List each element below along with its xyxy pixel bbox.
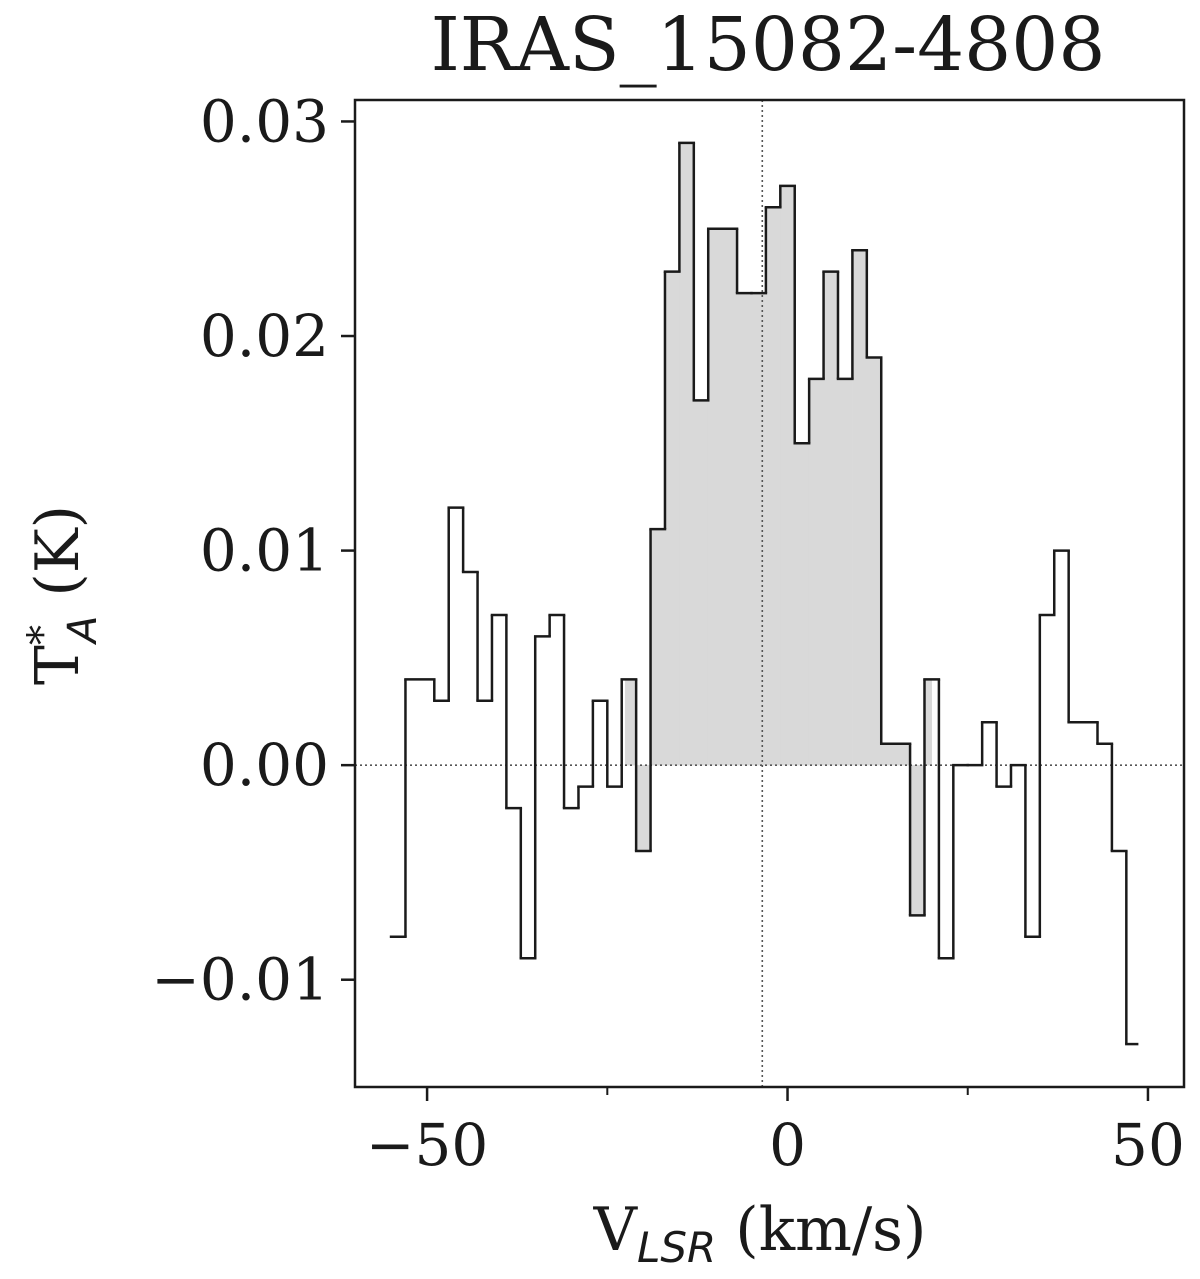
- shaded-bin: [794, 443, 810, 766]
- y-axis-label-sub: A: [60, 616, 106, 646]
- shaded-bin: [895, 743, 911, 766]
- y-axis-label-sup: *: [20, 625, 66, 645]
- x-axis-ticks: −50 0 50: [366, 1087, 1185, 1179]
- x-tick-label: 50: [1111, 1111, 1185, 1179]
- x-axis-label-main: V: [593, 1195, 639, 1265]
- shaded-bin: [625, 679, 637, 766]
- shaded-bin: [837, 378, 853, 766]
- reference-lines-group: [355, 100, 1184, 1087]
- y-axis-label-unit: (K): [23, 505, 93, 616]
- chart-title: IRAS_15082-4808: [431, 2, 1106, 88]
- x-axis-label-unit: (km/s): [716, 1195, 926, 1265]
- shaded-bin: [664, 271, 680, 766]
- shaded-bin: [852, 249, 868, 766]
- x-axis-label-sub: LSR: [637, 1223, 716, 1272]
- shaded-bin: [765, 207, 781, 766]
- shaded-bin: [722, 228, 738, 766]
- shaded-bin: [866, 357, 882, 766]
- shaded-bin: [780, 185, 795, 766]
- shaded-bin: [880, 743, 896, 766]
- plot-frame: [353, 98, 1186, 1089]
- y-axis-label: T*A (K): [20, 505, 106, 685]
- shaded-bin: [635, 764, 651, 852]
- shaded-bin: [650, 528, 666, 766]
- shaded-region-group: [625, 142, 932, 916]
- shaded-bin: [909, 764, 925, 916]
- y-tick-label: 0.01: [200, 517, 329, 585]
- shaded-bin: [707, 228, 723, 766]
- shaded-bin: [751, 292, 767, 766]
- shaded-bin: [736, 292, 752, 766]
- shaded-bin: [823, 271, 839, 766]
- y-tick-label: −0.01: [151, 946, 329, 1014]
- shaded-bin: [679, 142, 695, 766]
- y-axis-label-main: T: [23, 645, 93, 685]
- y-tick-label: 0.00: [200, 731, 329, 799]
- x-axis-label: VLSR (km/s): [593, 1195, 927, 1272]
- shaded-bin: [693, 400, 709, 766]
- y-tick-label: 0.02: [200, 302, 329, 370]
- shaded-bin: [808, 378, 824, 766]
- spectrum-group: [389, 141, 1139, 1046]
- x-tick-label: −50: [366, 1111, 488, 1179]
- x-tick-label: 0: [769, 1111, 806, 1179]
- y-tick-label: 0.03: [200, 87, 329, 155]
- y-axis-ticks: −0.01 0.00 0.01 0.02 0.03: [151, 87, 355, 1014]
